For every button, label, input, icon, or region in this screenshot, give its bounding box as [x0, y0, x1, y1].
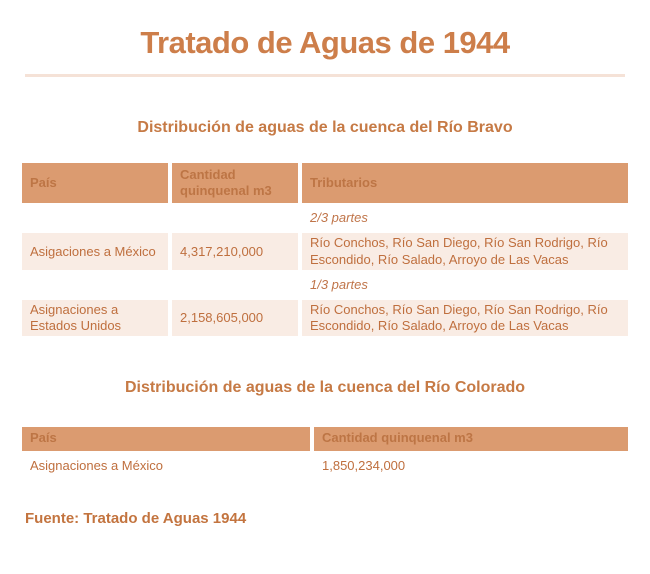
- empty-cell: [172, 206, 298, 230]
- note-two-thirds: 2/3 partes: [310, 210, 368, 226]
- note-one-third: 1/3 partes: [310, 276, 368, 292]
- table-row-colorado-mexico: Asignaciones a México 1,850,234,000: [22, 454, 628, 480]
- empty-cell: [22, 206, 168, 230]
- bravo-header-row: País Cantidad quinquenal m3 Tributarios: [22, 163, 628, 204]
- infographic-page: Tratado de Aguas de 1944 Distribución de…: [0, 24, 650, 527]
- eu-tributarios-cell: Río Conchos, Río San Diego, Río San Rodr…: [302, 299, 628, 337]
- page-title: Tratado de Aguas de 1944: [140, 25, 510, 60]
- table-row-note-one-third: 1/3 partes: [22, 273, 628, 297]
- source-footer: Fuente: Tratado de Aguas 1944: [25, 509, 247, 527]
- colorado-header-row: País Cantidad quinquenal m3: [22, 426, 628, 451]
- bravo-section-heading: Distribución de aguas de la cuenca del R…: [137, 119, 513, 137]
- colorado-table: País Cantidad quinquenal m3 Asignaciones…: [18, 424, 632, 483]
- colorado-section-heading: Distribución de aguas de la cuenca del R…: [124, 379, 526, 397]
- bravo-table: País Cantidad quinquenal m3 Tributarios …: [18, 160, 632, 339]
- colorado-cantidad-cell: 1,850,234,000: [322, 458, 406, 474]
- bravo-header-cantidad: Cantidad quinquenal m3: [172, 163, 298, 204]
- title-divider: [25, 74, 625, 78]
- colorado-header-pais: País: [22, 426, 310, 451]
- table-row-note-two-thirds: 2/3 partes: [22, 206, 628, 230]
- colorado-pais-cell: Asignaciones a México: [30, 458, 163, 474]
- eu-pais-cell: Asignaciones a Estados Unidos: [22, 299, 168, 337]
- empty-cell: [172, 273, 298, 297]
- eu-cantidad-cell: 2,158,605,000: [172, 299, 298, 337]
- table-row-estados-unidos: Asignaciones a Estados Unidos 2,158,605,…: [22, 299, 628, 337]
- mexico-cantidad-cell: 4,317,210,000: [172, 233, 298, 270]
- bravo-header-tributarios: Tributarios: [302, 163, 628, 204]
- bravo-header-pais: País: [22, 163, 168, 204]
- table-row-mexico: Asigaciones a México 4,317,210,000 Río C…: [22, 233, 628, 270]
- mexico-pais-cell: Asigaciones a México: [22, 233, 168, 270]
- empty-cell: [22, 273, 168, 297]
- mexico-tributarios-cell: Río Conchos, Río San Diego, Río San Rodr…: [302, 233, 628, 270]
- colorado-header-cantidad: Cantidad quinquenal m3: [314, 426, 628, 451]
